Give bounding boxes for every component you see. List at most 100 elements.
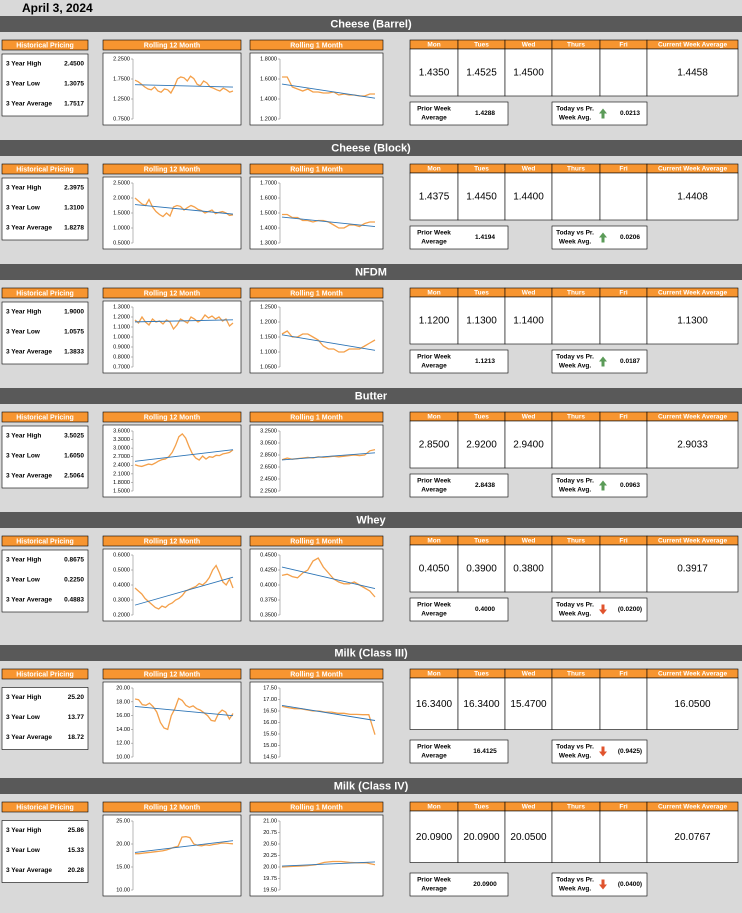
y-tick-label: 20.00 bbox=[263, 864, 277, 870]
historical-label: 3 Year High bbox=[6, 185, 41, 192]
week-value-cell bbox=[457, 810, 506, 863]
y-tick-label: 0.4250 bbox=[260, 567, 277, 573]
prior-label: Average bbox=[421, 886, 447, 893]
chart-header bbox=[249, 163, 384, 175]
week-average: 20.0767 bbox=[674, 832, 711, 843]
day-value: 1.4525 bbox=[466, 68, 497, 79]
week-value-cell bbox=[646, 544, 739, 593]
y-tick-label: 2.6500 bbox=[260, 464, 277, 470]
historical-label: 3 Year Low bbox=[6, 577, 41, 584]
y-tick-label: 1.5000 bbox=[113, 210, 130, 216]
historical-label: 3 Year Low bbox=[6, 205, 41, 212]
trend-line bbox=[281, 216, 376, 228]
day-value: 20.0900 bbox=[416, 832, 453, 843]
trend-line bbox=[134, 84, 234, 88]
week-value-cell bbox=[457, 544, 506, 593]
section-header bbox=[0, 264, 742, 280]
y-tick-label: 16.50 bbox=[263, 708, 277, 714]
prior-label: Average bbox=[421, 753, 447, 760]
y-tick-label: 0.3750 bbox=[260, 597, 277, 603]
section-header bbox=[0, 140, 742, 156]
day-header: Fri bbox=[619, 414, 628, 421]
prior-label: Average bbox=[421, 363, 447, 370]
chart-box bbox=[102, 814, 242, 897]
historical-box bbox=[1, 53, 89, 117]
chart-box bbox=[102, 681, 242, 764]
change-label: Week Avg. bbox=[559, 363, 591, 370]
historical-value: 1.3833 bbox=[64, 349, 84, 356]
day-header: Tues bbox=[474, 414, 489, 421]
price-line bbox=[134, 697, 234, 731]
chart-box bbox=[102, 52, 242, 126]
chart-header bbox=[102, 411, 242, 423]
y-tick-label: 2.2500 bbox=[260, 488, 277, 494]
change-value: (0.9425) bbox=[618, 748, 642, 755]
day-value: 1.4400 bbox=[513, 192, 544, 203]
average-header: Current Week Average bbox=[658, 671, 728, 678]
day-value: 0.3800 bbox=[513, 564, 544, 575]
historical-header bbox=[1, 668, 89, 680]
week-average: 1.1300 bbox=[677, 316, 708, 327]
prior-label: Average bbox=[421, 487, 447, 494]
week-value-cell bbox=[646, 677, 739, 730]
y-tick-label: 1.8000 bbox=[260, 56, 277, 62]
historical-value: 25.86 bbox=[68, 827, 85, 834]
week-value-cell bbox=[409, 296, 459, 345]
chart-header bbox=[102, 163, 242, 175]
historical-value: 2.4500 bbox=[64, 61, 84, 68]
y-tick-label: 20.00 bbox=[116, 841, 130, 847]
y-tick-label: 2.0000 bbox=[113, 195, 130, 201]
day-header: Thurs bbox=[567, 166, 585, 173]
section-header bbox=[0, 778, 742, 794]
y-tick-label: 20.50 bbox=[263, 841, 277, 847]
y-tick-label: 2.1000 bbox=[113, 471, 130, 477]
week-value-cell bbox=[599, 420, 648, 469]
change-label: Today vs Pr. bbox=[556, 877, 594, 884]
y-tick-label: 10.00 bbox=[116, 887, 130, 893]
price-line bbox=[281, 705, 376, 735]
y-tick-label: 10.00 bbox=[116, 754, 130, 760]
y-tick-label: 1.3000 bbox=[260, 240, 277, 246]
day-header: Mon bbox=[427, 414, 440, 421]
average-header: Current Week Average bbox=[658, 538, 728, 545]
historical-header bbox=[1, 163, 89, 175]
y-tick-label: 15.50 bbox=[263, 731, 277, 737]
week-average: 2.9033 bbox=[677, 440, 708, 451]
historical-title: Historical Pricing bbox=[16, 671, 74, 678]
chart-box bbox=[102, 300, 242, 374]
day-header: Mon bbox=[427, 166, 440, 173]
prior-label: Average bbox=[421, 115, 447, 122]
section-title: Milk (Class IV) bbox=[334, 780, 409, 792]
day-value: 16.3400 bbox=[416, 699, 453, 710]
historical-value: 0.4883 bbox=[64, 597, 84, 604]
week-value-cell bbox=[457, 420, 506, 469]
chart-header bbox=[249, 39, 384, 51]
week-value-cell bbox=[504, 810, 553, 863]
price-line bbox=[134, 197, 234, 218]
y-tick-label: 2.5000 bbox=[113, 180, 130, 186]
section-title: Cheese (Barrel) bbox=[330, 18, 412, 30]
trend-line bbox=[281, 452, 376, 461]
historical-title: Historical Pricing bbox=[16, 538, 74, 545]
change-arrow bbox=[599, 356, 607, 367]
trend-line bbox=[281, 334, 376, 351]
trend-line bbox=[134, 319, 234, 323]
average-header: Current Week Average bbox=[658, 414, 728, 421]
prior-label: Prior Week bbox=[417, 602, 451, 609]
report-date: April 3, 2024 bbox=[22, 1, 93, 15]
week-value-cell bbox=[646, 296, 739, 345]
change-value: 0.0213 bbox=[620, 110, 640, 117]
week-value-cell bbox=[409, 810, 459, 863]
prior-value: 0.4000 bbox=[475, 606, 495, 613]
chart-header bbox=[249, 287, 384, 299]
week-average: 0.3917 bbox=[677, 564, 708, 575]
y-tick-label: 21.00 bbox=[263, 818, 277, 824]
historical-box bbox=[1, 687, 89, 750]
chart-title: Rolling 1 Month bbox=[290, 42, 343, 49]
y-tick-label: 1.0500 bbox=[260, 364, 277, 370]
historical-value: 25.20 bbox=[68, 694, 85, 701]
day-header: Mon bbox=[427, 290, 440, 297]
week-value-cell bbox=[551, 296, 601, 345]
historical-box bbox=[1, 425, 89, 489]
day-value: 20.0900 bbox=[463, 832, 500, 843]
